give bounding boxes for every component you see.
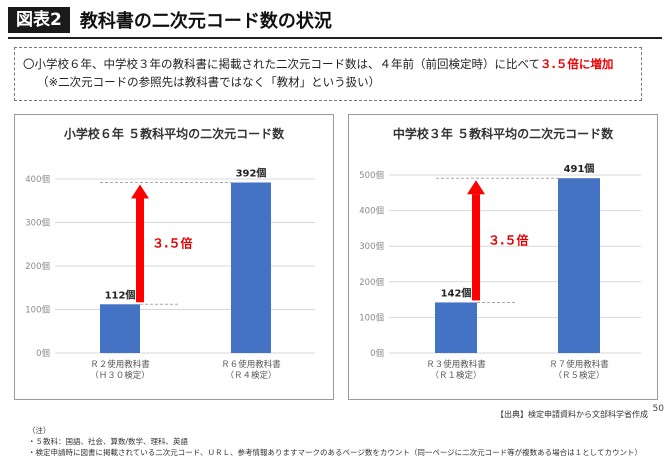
y-tick-label: 400個: [25, 174, 50, 185]
bar: [435, 302, 477, 353]
bar: [100, 304, 140, 353]
summary-highlight: ３.５倍に増加: [540, 57, 614, 71]
y-tick-label: 300個: [25, 218, 50, 229]
chart-panel-junior: 中学校３年 ５教科平均の二次元コード数 0個 100個 200個 300個 400個 50…: [348, 114, 658, 400]
header-divider: [8, 37, 662, 39]
category-label: （Ｒ１検定）: [430, 370, 481, 381]
footnote-counting: ・検定申請時に図書に掲載されている二次元コード、ＵＲＬ、参考情報ありますマークの…: [28, 448, 642, 457]
category-label: （Ｈ３０検定）: [90, 370, 150, 381]
y-tick-label: 200個: [359, 277, 384, 288]
category-label: （Ｒ４検定）: [225, 370, 276, 381]
bar: [558, 178, 600, 353]
chart-panel-elementary: 小学校６年 ５教科平均の二次元コード数 0個 100個 200個 300個 400個 11…: [14, 114, 334, 400]
ratio-label: ３.５倍: [152, 235, 193, 250]
increase-arrow-shaft: [472, 194, 480, 301]
y-tick-label: 100個: [359, 312, 384, 323]
value-label: 491個: [564, 162, 595, 175]
category-label: Ｒ３使用教科書: [426, 359, 486, 370]
chart-elementary: 0個 100個 200個 300個 400個 112個 Ｒ２使用教科書（Ｈ３０検定） 392個…: [25, 166, 315, 381]
y-tick-label: 400個: [359, 206, 384, 217]
ratio-label: ３.５倍: [488, 232, 529, 247]
chart-title-elementary: 小学校６年 ５教科平均の二次元コード数: [63, 127, 285, 141]
footnote-heading: （注）: [28, 426, 51, 435]
header: 図表2 教科書の二次元コード数の状況: [8, 6, 332, 34]
summary-line-2: （※二次元コードの参照先は教科書ではなく「教材」という扱い）: [37, 75, 381, 89]
value-label: 392個: [236, 166, 267, 179]
value-label: 112個: [105, 288, 136, 301]
value-label: 142個: [441, 286, 472, 299]
y-tick-label: 300個: [359, 241, 384, 252]
summary-line-1: 〇小学校６年、中学校３年の教科書に掲載された二次元コード数は、４年前（前回検定時…: [23, 55, 633, 73]
y-tick-label: 0個: [370, 348, 384, 359]
category-label: Ｒ６使用教科書: [221, 359, 281, 370]
page-title: 教科書の二次元コード数の状況: [79, 11, 332, 32]
category-label: （Ｒ５検定）: [553, 370, 604, 381]
page-number: 50: [652, 404, 664, 414]
bar: [231, 182, 271, 353]
increase-arrow-head: [131, 184, 149, 199]
category-label: Ｒ７使用教科書: [549, 359, 609, 370]
summary-note: 〇小学校６年、中学校３年の教科書に掲載された二次元コード数は、４年前（前回検定時…: [14, 47, 642, 101]
y-tick-label: 200個: [25, 261, 50, 272]
figure-badge: 図表2: [8, 7, 70, 33]
footnotes: （注） ・５教科：国語、社会、算数/数学、理科、英語 ・検定申請時に図書に掲載さ…: [28, 425, 642, 458]
footnote-subjects: ・５教科：国語、社会、算数/数学、理科、英語: [28, 437, 189, 446]
y-tick-label: 500個: [359, 170, 384, 181]
increase-arrow-head: [467, 180, 485, 195]
chart-junior: 0個 100個 200個 300個 400個 500個 142個 Ｒ３使用教科書（Ｒ１検定） 4…: [359, 162, 641, 381]
category-label: Ｒ２使用教科書: [90, 359, 150, 370]
chart-title-junior: 中学校３年 ５教科平均の二次元コード数: [392, 127, 614, 141]
source-note: 【出典】検定申請資料から文部科学省作成: [496, 410, 648, 419]
summary-text: 〇小学校６年、中学校３年の教科書に掲載された二次元コード数は、４年前（前回検定時…: [23, 57, 541, 71]
y-tick-label: 0個: [36, 348, 50, 359]
increase-arrow-shaft: [136, 198, 144, 303]
y-tick-label: 100個: [25, 305, 50, 316]
